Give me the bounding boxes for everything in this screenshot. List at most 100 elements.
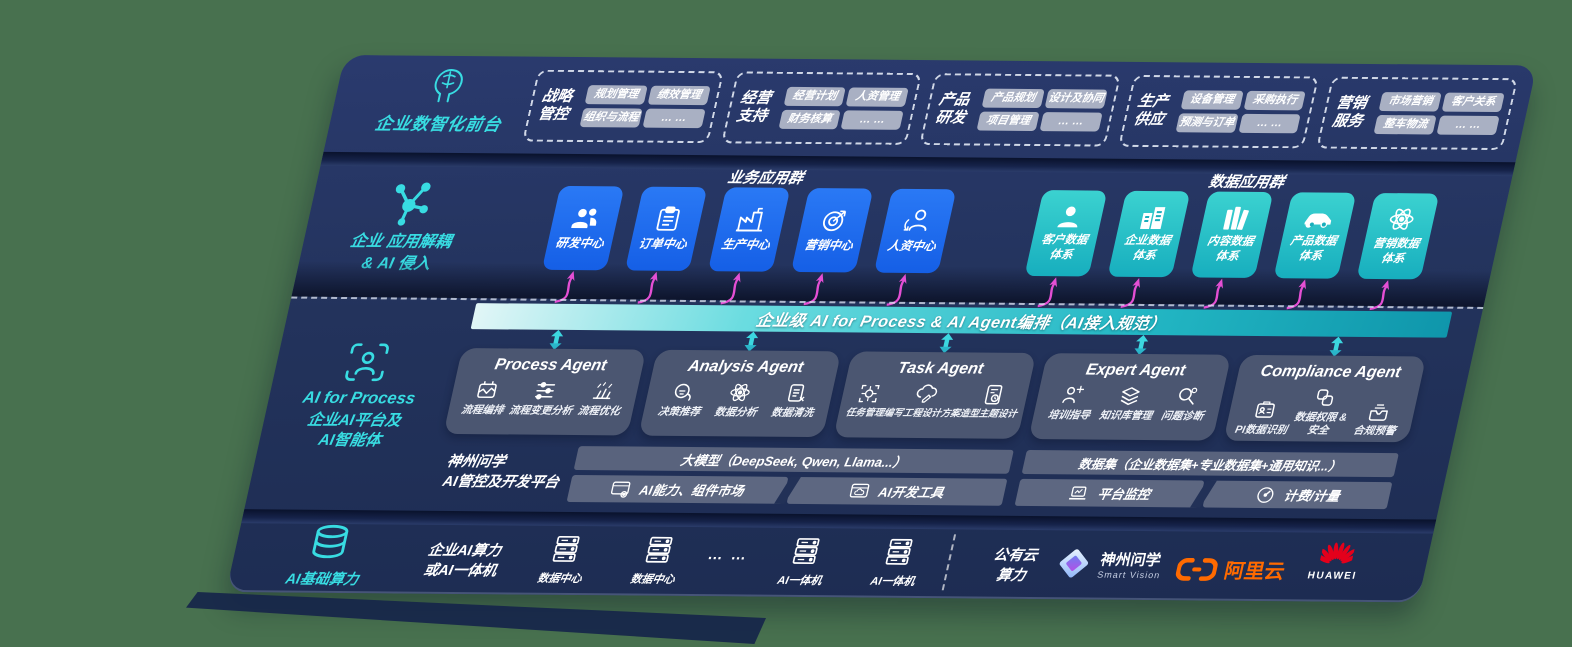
server-icon <box>792 538 820 565</box>
aliyun-logo <box>1175 557 1218 581</box>
module-chip: 规划管理 <box>584 85 648 105</box>
optimize-icon <box>593 382 613 400</box>
task-agent-card: Task Agent 任务管理 编写工程设计方案 造型主题设计 <box>833 351 1037 439</box>
data-product: 产品数据体系 <box>1266 192 1357 310</box>
magenta-up-arrow <box>1120 277 1140 308</box>
agent-item: 知识库管理 <box>1096 385 1161 423</box>
ai-platform-line2: 企业AI平台及 <box>305 411 403 430</box>
cloud-design-icon <box>916 384 938 403</box>
app-label: 人资中心 <box>886 238 938 254</box>
module-chip: 预测与订单 <box>1175 113 1239 133</box>
magenta-up-arrow <box>1286 279 1306 310</box>
agent-item: PI数据识别 <box>1231 398 1296 436</box>
server-icon <box>885 538 913 565</box>
agent-item: 数据清洗 <box>763 382 828 420</box>
agent-title: Compliance Agent <box>1258 363 1403 382</box>
analysis-agent-card: Analysis Agent 决策推荐 数据分析 数据清洗 <box>638 349 842 438</box>
group-name: 营销服务 <box>1330 94 1369 130</box>
magenta-up-arrow <box>1369 280 1389 311</box>
infra-label: AI基础算力 <box>255 522 400 589</box>
hr-flow-icon <box>903 209 927 231</box>
building-icon <box>1139 207 1166 230</box>
data-enterprise: 企业数据体系 <box>1100 190 1191 309</box>
permission-icon <box>1316 389 1334 406</box>
agent-item: 流程优化 <box>571 380 633 418</box>
double-arrow <box>1134 334 1149 355</box>
expert-agent-card: Expert Agent 培训指导 知识库管理 问题诊断 <box>1028 353 1232 441</box>
partner-name: 神州问学 <box>1098 551 1163 569</box>
server-icon <box>645 536 673 563</box>
huawei-partner: HUAWEI <box>1306 541 1364 582</box>
cell-label: 计费/计量 <box>1282 488 1342 504</box>
node-label: AI一体机 <box>776 574 823 588</box>
molecule-icon <box>395 182 431 226</box>
smartvision-partner: 神州问学 Smart Vision <box>1052 545 1167 582</box>
target-icon <box>822 210 847 232</box>
agent-item-label: 决策推荐 <box>656 405 702 419</box>
module-chip: 绩效管理 <box>647 85 711 106</box>
app-rd-center: 研发中心 <box>534 185 625 304</box>
scan-person-icon <box>345 343 389 382</box>
module-chip: 组织与流程 <box>579 108 643 128</box>
node-label: 数据中心 <box>536 572 583 586</box>
agent-item-label: 任务管理 <box>844 407 885 419</box>
ai-appliance-node: AI一体机 <box>764 537 843 588</box>
dev-platform-panels: 大模型（DeepSeek, Qwen, Llama...） AI能力、组件市场 … <box>566 446 1399 511</box>
band-edge <box>241 509 1437 534</box>
books-icon <box>1223 206 1249 230</box>
public-cloud-label: 公有云 算力 <box>991 547 1039 584</box>
module-chip: 市场营销 <box>1378 92 1442 112</box>
app-label: 订单中心 <box>637 236 689 251</box>
infra-title: AI基础算力 <box>283 571 360 589</box>
smartvision-logo <box>1059 549 1089 578</box>
atom-icon <box>1389 208 1414 230</box>
board-base-shadow <box>186 592 766 644</box>
agent-item-label: 流程优化 <box>576 405 622 418</box>
module-chip: 整车物流 <box>1373 115 1437 135</box>
process-agent-card: Process Agent 流程编排 流程变更分析 流程优化 <box>443 348 647 436</box>
ai-capability-market-cell: AI能力、组件市场 <box>566 475 788 504</box>
monitor-icon <box>1069 485 1088 500</box>
group-name: 生产供应 <box>1132 92 1170 129</box>
module-chip: 设备管理 <box>1180 90 1244 110</box>
group-name: 产品研发 <box>933 91 972 127</box>
alert-inbox-icon <box>1368 403 1388 421</box>
magenta-up-arrow <box>1203 278 1223 309</box>
agent-item-label: 流程变更分析 <box>507 404 574 417</box>
decision-head-icon <box>675 383 692 401</box>
module-chip: 客户关系 <box>1441 92 1505 113</box>
agent-title: Expert Agent <box>1084 361 1188 380</box>
node-label: 数据中心 <box>629 573 676 586</box>
team-icon <box>571 208 597 229</box>
app-hr-center: 人资中心 <box>866 188 957 307</box>
group-product: 产品研发 产品规划 设计及协同 项目管理 … … <box>919 73 1121 147</box>
dev-platform-line2: AI管控及开发平台 <box>440 474 561 492</box>
agent-item-label: 造型主题设计 <box>958 408 1019 420</box>
agent-title: Task Agent <box>896 359 986 378</box>
module-chip: 采购执行 <box>1243 90 1307 111</box>
billing-metering-cell: 计费/计量 <box>1202 480 1393 510</box>
agent-item: 编写工程设计方案 <box>882 383 966 420</box>
car-icon <box>1304 213 1332 228</box>
app-label: 内容数据体系 <box>1206 235 1255 263</box>
agent-item: 培训指导 <box>1039 384 1104 422</box>
module-chip: 人资管理 <box>845 87 909 107</box>
front-office-title: 企业数智化前台 <box>373 114 504 135</box>
dev-platform-label: 神州问学 AI管控及开发平台 <box>440 452 565 494</box>
atom-icon <box>730 383 750 402</box>
agent-item: 数据权限 & 安全 <box>1288 386 1356 437</box>
datacenter-node: 数据中心 <box>524 535 603 586</box>
agent-title: Analysis Agent <box>686 358 806 376</box>
decoupling-line1: 企业 应用解耦 <box>348 233 453 251</box>
module-chip: … … <box>1436 115 1500 136</box>
architecture-board: 企业数智化前台 战略管控 规划管理 绩效管理 组织与流程 … … 经营支持 经营… <box>225 55 1537 603</box>
magenta-up-arrow <box>886 273 907 306</box>
agent-item-label: 合规预警 <box>1352 424 1397 437</box>
module-chip: 项目管理 <box>976 111 1040 132</box>
group-name: 战略管控 <box>536 87 575 123</box>
front-office-label: 企业数智化前台 <box>344 61 545 135</box>
magenta-up-arrow <box>637 271 658 304</box>
app-label: 客户数据体系 <box>1040 234 1089 261</box>
task-grid-icon <box>858 384 880 403</box>
agent-item: 流程变更分析 <box>508 380 579 418</box>
